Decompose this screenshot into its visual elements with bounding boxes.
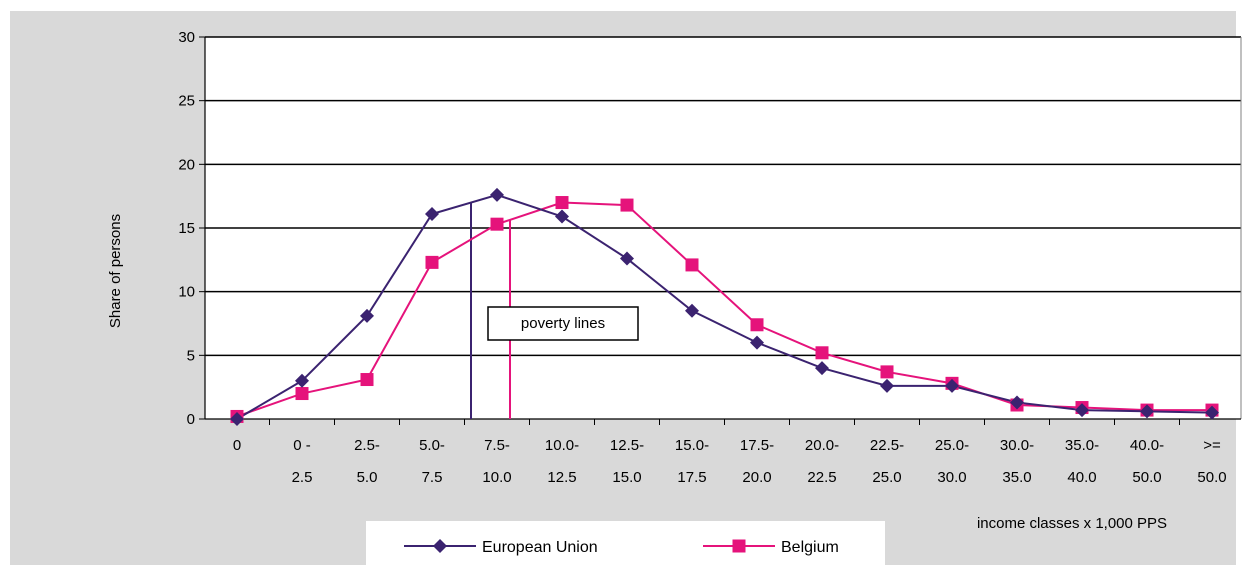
x-tick-label: 25.0- xyxy=(935,437,969,454)
annotation-box xyxy=(487,306,639,341)
data-point-diamond xyxy=(1010,395,1024,410)
data-point-square xyxy=(815,346,829,360)
data-point-diamond xyxy=(230,412,244,426)
axis-layer: 0 5 10 15 20 25 30 0 0 - 2.5 2.5- 5.0 5.0- 7.5 7.5- 10.… xyxy=(178,29,1242,486)
x-tick-label: 50.0 xyxy=(1197,469,1226,486)
data-point-diamond xyxy=(360,308,374,323)
data-point-square xyxy=(490,217,504,231)
series-line xyxy=(236,193,1213,420)
series-layer xyxy=(230,187,1219,426)
x-tick-label: 7.5- xyxy=(484,437,510,454)
x-axis-label: income classes x 1,000 PPS xyxy=(977,515,1167,532)
x-tick-label: 22.5- xyxy=(870,437,904,454)
y-tick-label: 30 xyxy=(178,29,195,46)
y-tick-label: 10 xyxy=(178,284,195,301)
data-point-square xyxy=(295,387,309,401)
x-tick-label: 17.5 xyxy=(677,469,706,486)
data-point-diamond xyxy=(945,378,959,393)
data-point-diamond xyxy=(750,335,764,350)
x-tick-label: 0 - xyxy=(293,437,311,454)
data-point-diamond xyxy=(490,187,504,202)
x-tick-label: 2.5 xyxy=(292,469,313,486)
x-tick-label: 2.5- xyxy=(354,437,380,454)
x-tick-label: 25.0 xyxy=(872,469,901,486)
legend: European Union Belgium xyxy=(366,521,885,569)
data-point-diamond xyxy=(685,303,699,318)
annotation-text: poverty lines xyxy=(521,315,605,332)
legend-marker xyxy=(433,539,447,553)
data-point-square xyxy=(620,198,634,212)
x-tick-label: 10.0- xyxy=(545,437,579,454)
data-point-diamond xyxy=(555,209,569,224)
grid-layer xyxy=(205,36,1241,357)
data-point-diamond xyxy=(1075,403,1089,418)
data-point-diamond xyxy=(295,373,309,388)
x-tick-label: 17.5- xyxy=(740,437,774,454)
data-point-diamond xyxy=(1205,405,1219,420)
legend-marker xyxy=(732,539,746,553)
x-tick-label: 0 xyxy=(233,437,241,454)
legend-label: European Union xyxy=(482,539,598,556)
y-tick-label: 25 xyxy=(178,93,195,110)
data-point-square xyxy=(685,258,699,272)
x-tick-label: >= xyxy=(1203,437,1221,454)
x-tick-label: 22.5 xyxy=(807,469,836,486)
x-tick-label: 20.0- xyxy=(805,437,839,454)
x-tick-label: 35.0 xyxy=(1002,469,1031,486)
x-tick-label: 40.0- xyxy=(1130,437,1164,454)
data-point-square xyxy=(750,318,764,332)
x-tick-label: 30.0- xyxy=(1000,437,1034,454)
legend-items: European Union Belgium xyxy=(404,539,839,556)
data-point-diamond xyxy=(1140,404,1154,419)
poverty-lines-annotation: poverty lines xyxy=(487,306,639,341)
x-tick-label: 15.0 xyxy=(612,469,641,486)
data-point-square xyxy=(425,255,439,269)
y-axis-label: Share of persons xyxy=(107,214,124,328)
data-point-diamond xyxy=(425,206,439,221)
x-tick-label: 10.0 xyxy=(482,469,511,486)
x-tick-label: 50.0 xyxy=(1132,469,1161,486)
x-tick-label: 20.0 xyxy=(742,469,771,486)
y-tick-label: 5 xyxy=(187,347,195,364)
data-point-square xyxy=(880,365,894,379)
x-tick-label: 35.0- xyxy=(1065,437,1099,454)
data-point-square xyxy=(555,196,569,210)
data-point-diamond xyxy=(620,251,634,266)
x-tick-label: 15.0- xyxy=(675,437,709,454)
data-point-diamond xyxy=(880,378,894,393)
y-tick-label: 0 xyxy=(187,411,195,428)
x-tick-label: 5.0 xyxy=(357,469,378,486)
x-tick-label: 5.0- xyxy=(419,437,445,454)
legend-label: Belgium xyxy=(781,539,839,556)
x-tick-label: 7.5 xyxy=(422,469,443,486)
x-tick-label: 30.0 xyxy=(937,469,966,486)
y-tick-label: 20 xyxy=(178,156,195,173)
y-tick-label: 15 xyxy=(178,220,195,237)
data-point-diamond xyxy=(815,361,829,376)
data-point-square xyxy=(360,373,374,387)
x-tick-label: 12.5- xyxy=(610,437,644,454)
x-tick-label: 12.5 xyxy=(547,469,576,486)
x-tick-label: 40.0 xyxy=(1067,469,1096,486)
